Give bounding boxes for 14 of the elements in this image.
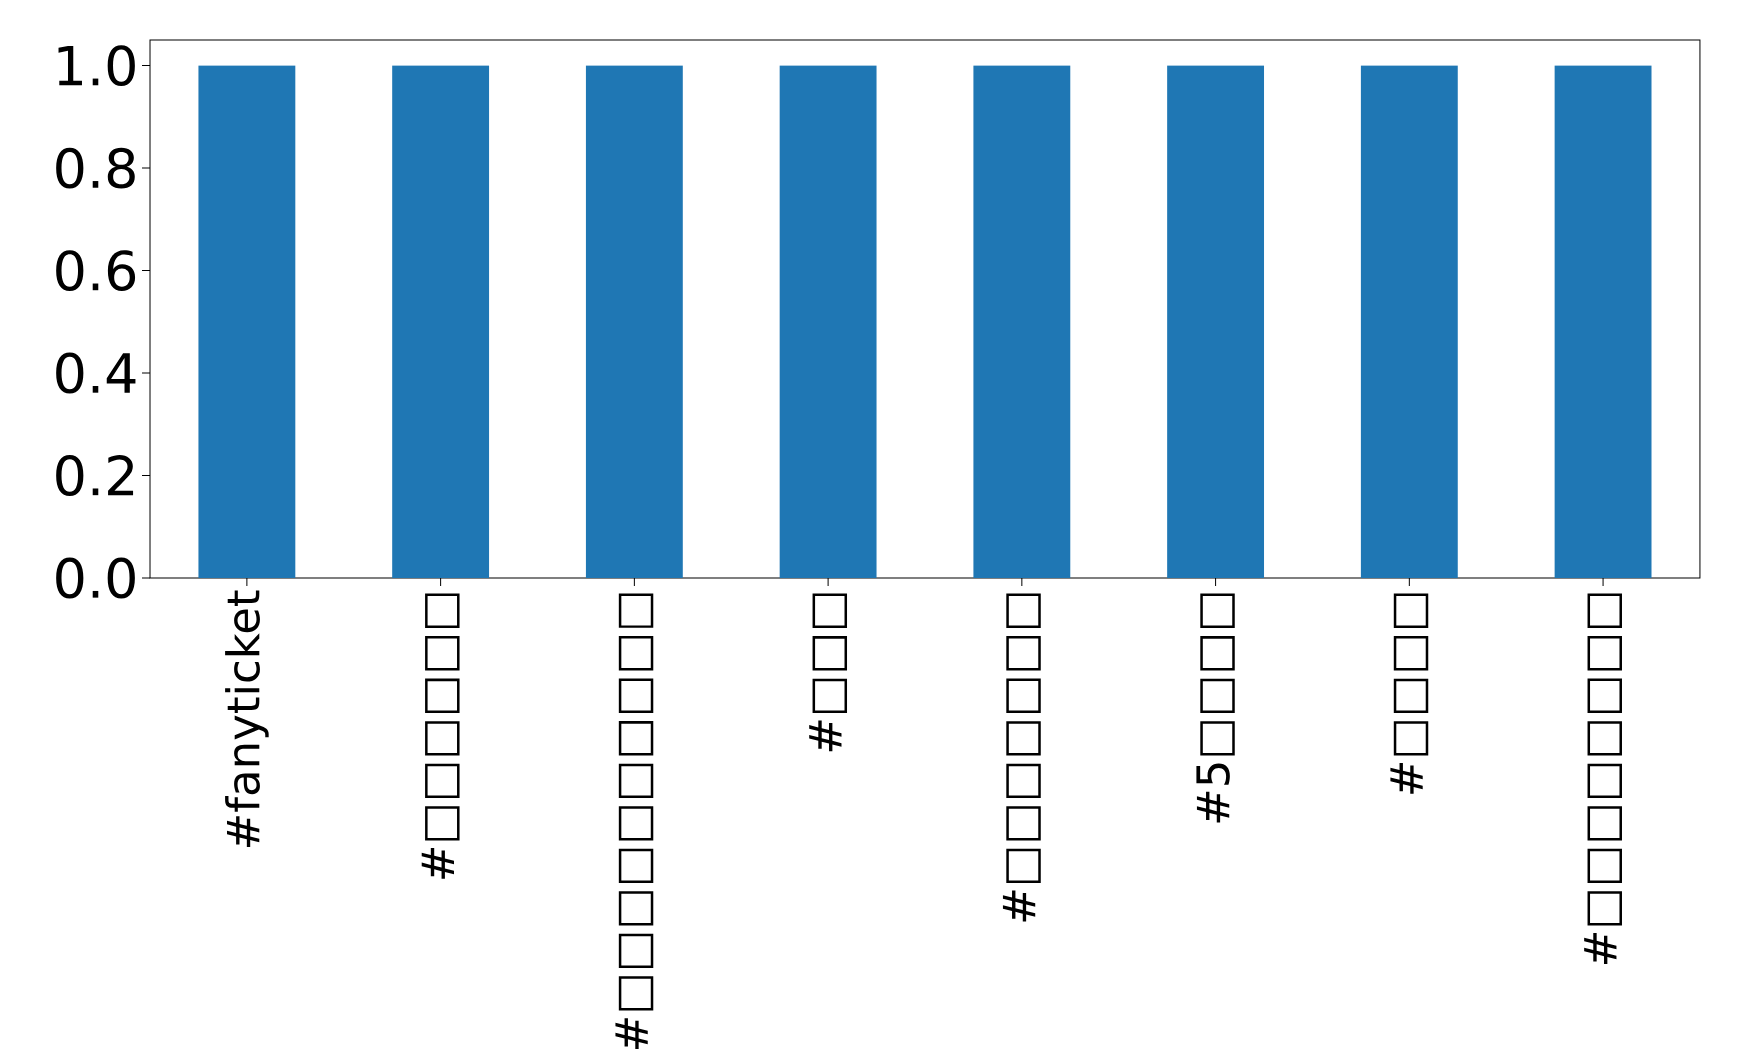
x-tick-label: #fanyticket	[225, 590, 269, 847]
y-tick-label: 0.4	[56, 352, 136, 394]
x-tick-label: #□□□	[809, 593, 848, 752]
y-tick-label: 1.0	[58, 45, 135, 87]
y-tick-label: 0.0	[56, 557, 135, 599]
x-tick-label: #□□□□□□□□	[1584, 593, 1622, 964]
x-tick-label: #5□□□□	[1196, 593, 1235, 823]
y-tick-label: 0.8	[56, 147, 135, 189]
y-tick-label: 0.2	[56, 455, 134, 496]
x-tick-label: #□□□□□□	[421, 593, 460, 879]
x-tick-label: #□□□□□□□	[1002, 593, 1041, 922]
y-tick-label: 0.6	[56, 250, 136, 291]
x-tick-label: #□□□□	[1390, 593, 1429, 794]
x-tick-label: #□□□□□□□□□□	[615, 593, 654, 1049]
